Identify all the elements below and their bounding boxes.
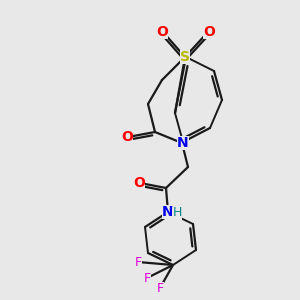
Text: F: F xyxy=(143,272,151,284)
Text: H: H xyxy=(172,206,182,220)
Text: N: N xyxy=(162,205,174,219)
Text: F: F xyxy=(156,281,164,295)
Text: N: N xyxy=(177,136,189,150)
Text: F: F xyxy=(134,256,142,268)
Text: O: O xyxy=(203,25,215,39)
Text: O: O xyxy=(121,130,133,144)
Text: S: S xyxy=(180,50,190,64)
Text: O: O xyxy=(133,176,145,190)
Text: O: O xyxy=(156,25,168,39)
